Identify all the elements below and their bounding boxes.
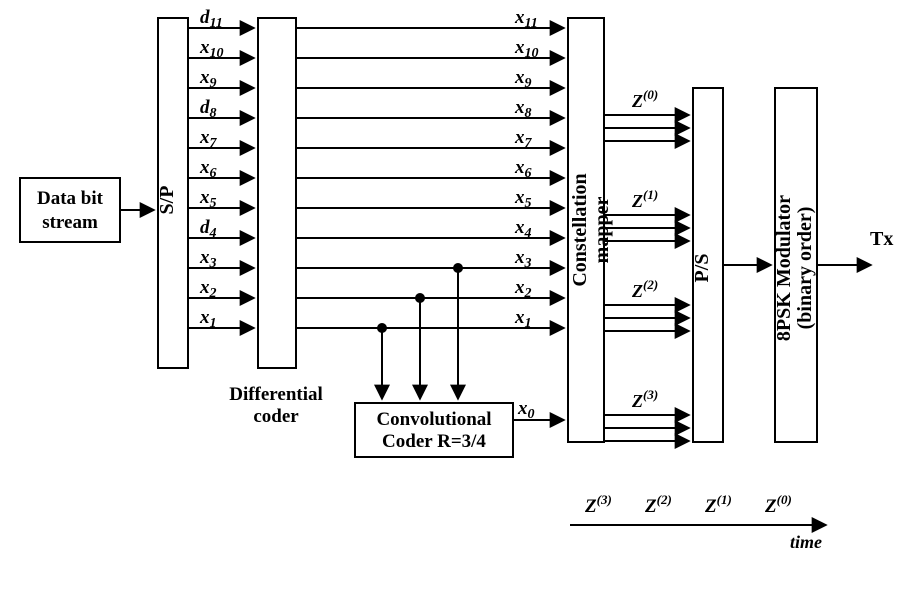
mid-signal-label-x9: x9 (514, 67, 532, 91)
constellation-label-2: mapper (591, 197, 613, 264)
svg-text:time: time (790, 532, 822, 552)
z-label-z1: Z(1) (631, 187, 658, 211)
left-signal-label-x10: x10 (199, 37, 224, 61)
mid-signal-label-x11: x11 (514, 7, 538, 31)
left-signal-label-x3: x3 (199, 247, 217, 271)
modulator-label-2: (binary order) (794, 207, 816, 330)
ps-label: P/S (691, 254, 713, 283)
time-z-label-3: Z(0) (764, 492, 792, 517)
mid-signal-label-x10: x10 (514, 37, 539, 61)
left-signal-label-x7: x7 (199, 127, 218, 151)
diff-coder-label-1: Differential (229, 384, 323, 405)
mid-signal-label-x8: x8 (514, 97, 532, 121)
left-signal-label-x1: x1 (199, 307, 217, 331)
mid-signal-label-x7: x7 (514, 127, 533, 151)
left-signal-label-d4: d4 (200, 217, 217, 241)
left-signal-label-x5: x5 (199, 187, 217, 211)
conv-coder-label-1: Convolutional (376, 409, 491, 430)
time-z-label-0: Z(3) (584, 492, 612, 517)
mid-signal-label-x5: x5 (514, 187, 532, 211)
mid-signal-label-x4: x4 (514, 217, 532, 241)
tx-label: Tx (870, 228, 893, 250)
left-signal-label-d8: d8 (200, 97, 217, 121)
left-signal-label-x2: x2 (199, 277, 217, 301)
mid-signal-label-x6: x6 (514, 157, 532, 181)
time-axis: time Z(3) Z(2) Z(1) Z(0) (570, 492, 825, 552)
modulator-label-1: 8PSK Modulator (773, 195, 795, 341)
signal-lines: d11 x11 x10 x10 x9 x9 d8 x8 x7 x7 x6 x6 x5 x5 d4 x4 x3 x3… (188, 7, 563, 331)
time-z-label-2: Z(1) (704, 492, 732, 517)
z-output-groups: Z(0) Z(1) Z(2) Z(3) (604, 87, 688, 441)
mid-signal-label-x1: x1 (514, 307, 532, 331)
conv-coder-label-2: Coder R=3/4 (382, 431, 486, 452)
z-label-z2: Z(2) (631, 277, 658, 301)
z-label-z3: Z(3) (631, 387, 658, 411)
left-signal-label-x6: x6 (199, 157, 217, 181)
mid-signal-label-x2: x2 (514, 277, 532, 301)
mid-signal-label-x3: x3 (514, 247, 532, 271)
data-bit-stream-label-1: Data bit (37, 188, 104, 209)
left-signal-label-x9: x9 (199, 67, 217, 91)
diff-coder-label-2: coder (253, 406, 299, 427)
left-signal-label-d11: d11 (200, 7, 223, 31)
time-z-label-1: Z(2) (644, 492, 672, 517)
z-label-z0: Z(0) (631, 87, 658, 111)
diff-coder-box (258, 18, 296, 368)
constellation-label-1: Constellation (569, 173, 591, 286)
block-diagram: Data bit stream S/P Differential coder C… (0, 0, 910, 593)
data-bit-stream-label-2: stream (42, 212, 98, 233)
x0-label: x0 (517, 398, 535, 422)
sp-label: S/P (156, 186, 178, 215)
